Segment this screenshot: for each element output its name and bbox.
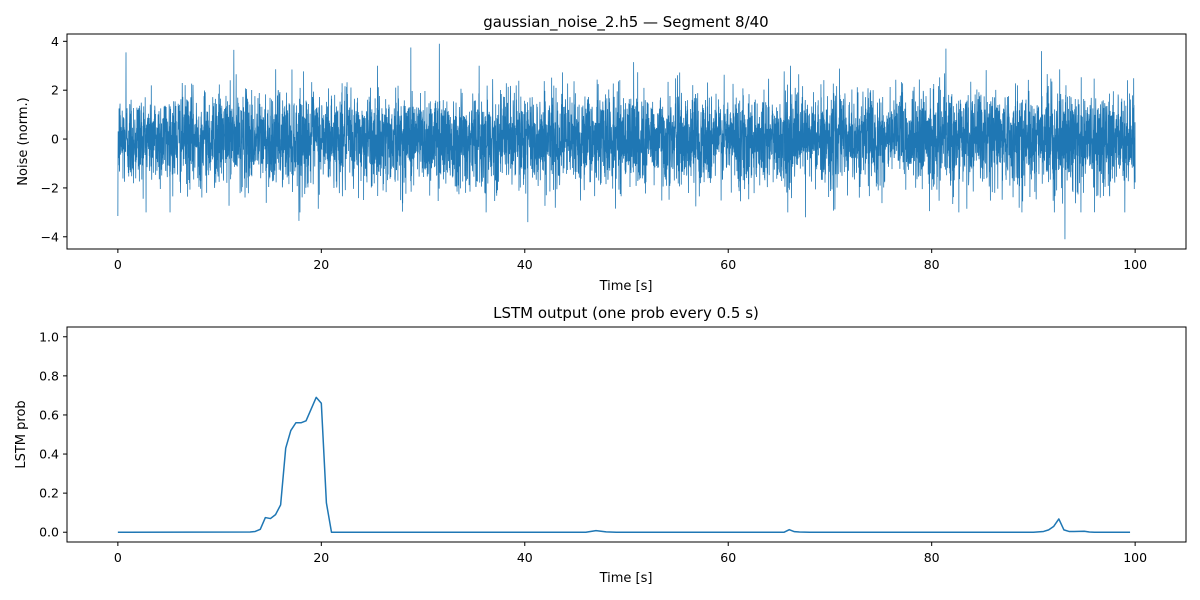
lstm-y-tick-label: 0.0	[39, 525, 59, 540]
lstm-x-tick-label: 60	[720, 550, 736, 565]
lstm-y-tick-label: 0.2	[39, 486, 59, 501]
noise-x-tick-label: 80	[924, 257, 940, 272]
lstm-panel: LSTM output (one prob every 0.5 s) 0 20 40…	[14, 304, 1187, 586]
lstm-y-ticks: 0.0 0.2 0.4 0.6 0.8 1.0	[39, 329, 67, 540]
noise-x-tick-label: 60	[720, 257, 736, 272]
lstm-y-tick-label: 1.0	[39, 329, 59, 344]
noise-y-tick-label: −4	[41, 229, 59, 244]
lstm-x-tick-label: 80	[924, 550, 940, 565]
noise-x-tick-label: 40	[517, 257, 533, 272]
lstm-plot-area	[117, 396, 1131, 533]
lstm-x-tick-label: 20	[313, 550, 329, 565]
noise-x-tick-label: 20	[313, 257, 329, 272]
noise-y-tick-label: 4	[51, 34, 59, 49]
lstm-x-tick-label: 100	[1123, 550, 1147, 565]
noise-panel: gaussian_noise_2.h5 — Segment 8/40 0 20 40…	[16, 13, 1187, 294]
noise-chart-title: gaussian_noise_2.h5 — Segment 8/40	[483, 13, 768, 32]
lstm-y-tick-label: 0.4	[39, 447, 59, 462]
noise-y-axis-label: Noise (norm.)	[16, 97, 31, 185]
lstm-x-axis-label: Time [s]	[599, 571, 653, 586]
lstm-chart-title: LSTM output (one prob every 0.5 s)	[493, 304, 759, 322]
noise-x-tick-label: 100	[1123, 257, 1147, 272]
noise-plot-area	[117, 43, 1136, 240]
lstm-y-tick-label: 0.6	[39, 407, 59, 422]
lstm-y-tick-label: 0.8	[39, 368, 59, 383]
lstm-x-tick-label: 40	[517, 550, 533, 565]
noise-y-tick-label: 0	[51, 132, 59, 147]
noise-y-tick-label: −2	[41, 180, 59, 195]
lstm-axes-frame	[66, 326, 1187, 543]
noise-series-line	[117, 43, 1136, 240]
lstm-x-ticks: 0 20 40 60 80 100	[114, 542, 1147, 565]
lstm-y-axis-label: LSTM prob	[14, 400, 29, 468]
noise-x-tick-label: 0	[114, 257, 122, 272]
noise-y-tick-label: 2	[51, 83, 59, 98]
noise-y-ticks: −4 −2 0 2 4	[41, 34, 67, 244]
noise-x-ticks: 0 20 40 60 80 100	[114, 249, 1147, 272]
noise-axes-frame	[66, 33, 1187, 250]
noise-x-axis-label: Time [s]	[599, 279, 653, 294]
lstm-prob-series-line	[117, 396, 1131, 533]
lstm-x-tick-label: 0	[114, 550, 122, 565]
